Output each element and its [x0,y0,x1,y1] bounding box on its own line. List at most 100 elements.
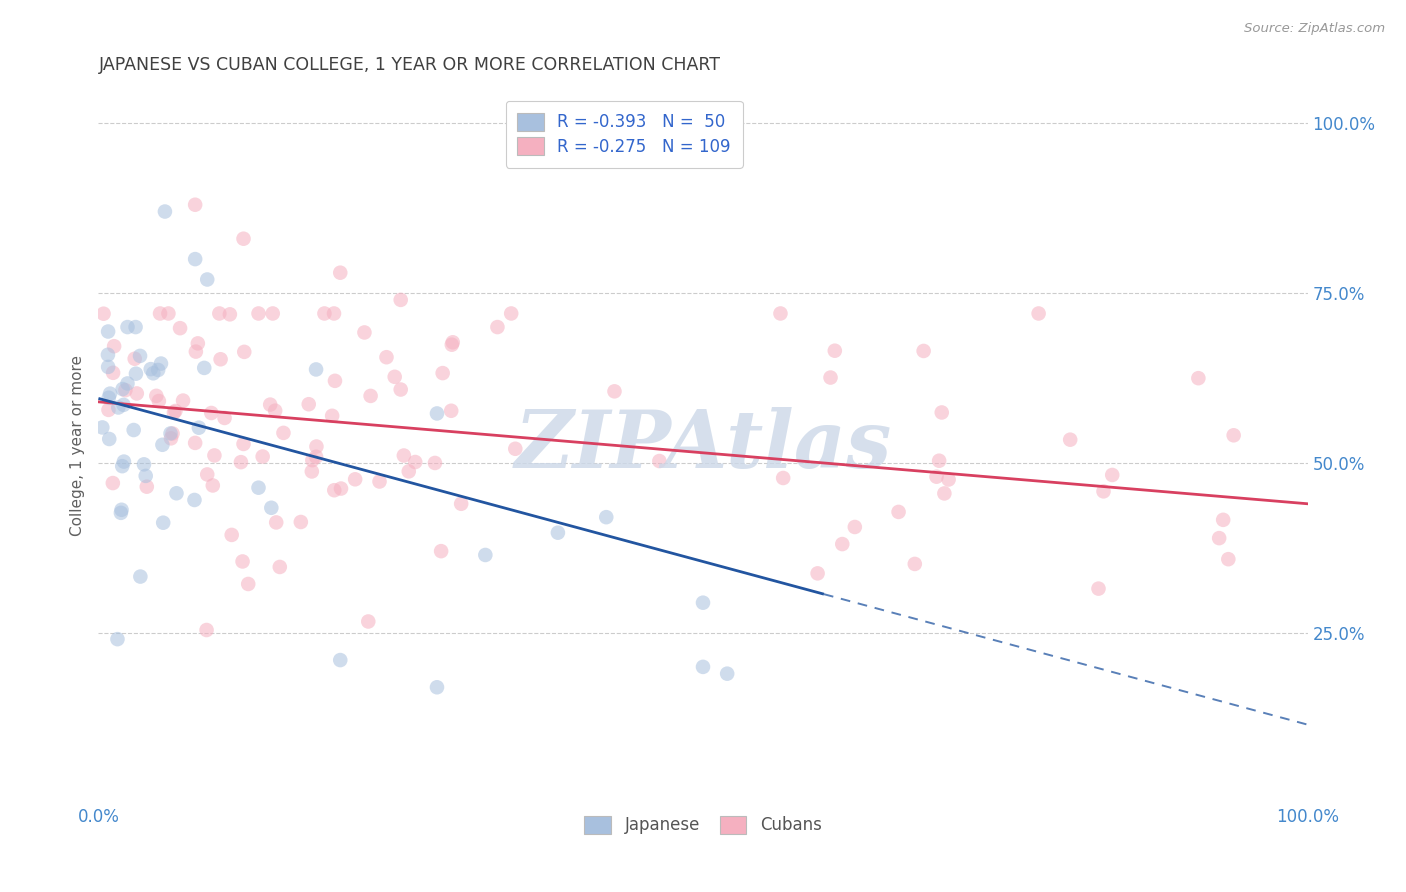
Point [166,486,188,500]
Point [232,554,254,568]
Point [135,480,157,494]
Point [301,465,323,479]
Point [430,544,453,558]
Point [111,382,134,396]
Point [97,325,120,339]
Point [441,335,464,350]
Point [426,407,449,421]
Point [290,515,312,529]
Point [114,383,136,397]
Point [603,384,626,399]
Point [98,386,121,401]
Point [187,420,209,434]
Point [375,350,398,364]
Point [692,596,714,610]
Point [200,406,222,420]
Point [269,560,291,574]
Point [214,411,236,425]
Point [97,403,120,417]
Point [772,471,794,485]
Point [262,306,284,320]
Point [273,425,295,440]
Point [389,293,412,307]
Point [101,476,124,491]
Text: JAPANESE VS CUBAN COLLEGE, 1 YEAR OR MORE CORRELATION CHART: JAPANESE VS CUBAN COLLEGE, 1 YEAR OR MOR… [98,56,720,74]
Point [305,450,328,464]
Point [1087,582,1109,596]
Point [423,456,446,470]
Point [323,374,346,388]
Point [925,469,948,483]
Point [107,401,129,415]
Point [101,366,124,380]
Point [305,362,328,376]
Point [1059,433,1081,447]
Point [204,449,226,463]
Point [169,321,191,335]
Point [148,394,170,409]
Point [314,306,336,320]
Point [1218,552,1240,566]
Point [195,623,218,637]
Point [184,198,207,212]
Point [117,320,139,334]
Point [440,337,463,351]
Point [183,493,205,508]
Point [824,343,846,358]
Point [301,453,323,467]
Point [398,464,420,478]
Point [152,438,174,452]
Point [125,367,148,381]
Point [595,510,617,524]
Point [321,409,343,423]
Point [229,455,252,469]
Point [163,405,186,419]
Point [110,502,132,516]
Point [807,566,830,581]
Point [165,404,187,418]
Point [264,403,287,417]
Point [928,454,950,468]
Point [323,483,346,498]
Point [1187,371,1209,385]
Point [259,398,281,412]
Point [232,232,254,246]
Point [238,577,260,591]
Point [260,500,283,515]
Point [97,391,120,405]
Point [769,306,792,320]
Point [474,548,496,562]
Point [404,455,426,469]
Point [1101,467,1123,482]
Legend: Japanese, Cubans: Japanese, Cubans [575,805,831,845]
Point [368,475,391,489]
Point [547,525,569,540]
Text: ZIPAtlas: ZIPAtlas [515,408,891,484]
Point [209,352,232,367]
Point [139,362,162,376]
Point [820,370,842,384]
Point [153,204,176,219]
Point [503,442,526,456]
Point [122,423,145,437]
Point [329,653,352,667]
Point [264,516,287,530]
Point [129,349,152,363]
Point [1212,513,1234,527]
Point [360,389,382,403]
Point [323,306,346,320]
Point [157,306,180,320]
Point [233,344,256,359]
Point [184,252,207,266]
Point [931,405,953,419]
Point [887,505,910,519]
Point [111,459,134,474]
Point [938,473,960,487]
Point [125,386,148,401]
Point [149,306,172,320]
Point [353,326,375,340]
Point [692,660,714,674]
Point [193,360,215,375]
Point [159,426,181,441]
Point [440,404,463,418]
